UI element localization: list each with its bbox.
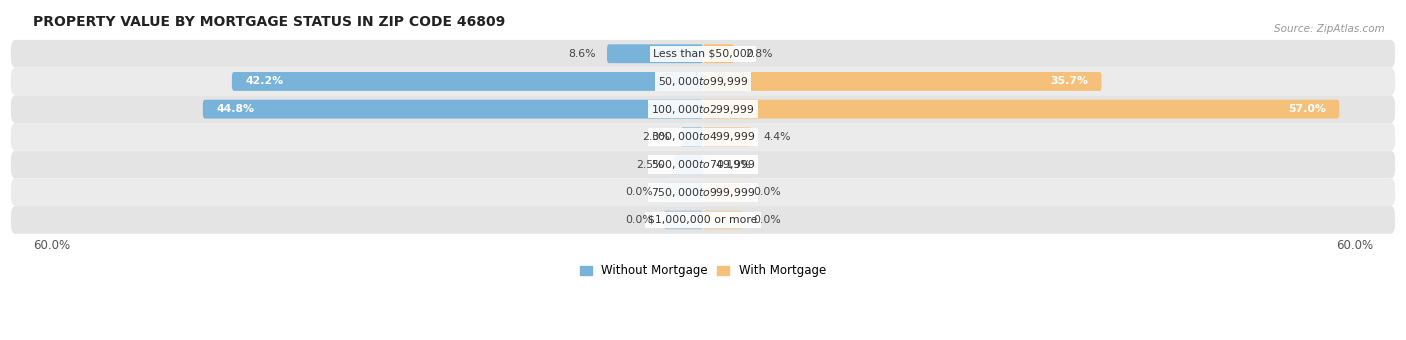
- FancyBboxPatch shape: [11, 95, 1395, 123]
- FancyBboxPatch shape: [675, 155, 703, 174]
- Text: 35.7%: 35.7%: [1050, 76, 1088, 86]
- Text: 0.0%: 0.0%: [754, 187, 780, 197]
- Text: 8.6%: 8.6%: [568, 49, 596, 59]
- Text: $500,000 to $749,999: $500,000 to $749,999: [651, 158, 755, 171]
- Text: 0.0%: 0.0%: [626, 187, 652, 197]
- Text: PROPERTY VALUE BY MORTGAGE STATUS IN ZIP CODE 46809: PROPERTY VALUE BY MORTGAGE STATUS IN ZIP…: [34, 15, 505, 29]
- FancyBboxPatch shape: [703, 100, 1340, 119]
- FancyBboxPatch shape: [703, 44, 734, 63]
- Text: $750,000 to $999,999: $750,000 to $999,999: [651, 186, 755, 199]
- Text: 2.8%: 2.8%: [745, 49, 773, 59]
- FancyBboxPatch shape: [703, 183, 742, 202]
- FancyBboxPatch shape: [703, 72, 1101, 91]
- Text: 4.4%: 4.4%: [763, 132, 790, 142]
- Text: $1,000,000 or more: $1,000,000 or more: [648, 215, 758, 225]
- FancyBboxPatch shape: [11, 68, 1395, 95]
- Text: Less than $50,000: Less than $50,000: [652, 49, 754, 59]
- FancyBboxPatch shape: [703, 128, 752, 146]
- FancyBboxPatch shape: [11, 206, 1395, 234]
- FancyBboxPatch shape: [232, 72, 703, 91]
- Text: 2.5%: 2.5%: [637, 159, 664, 170]
- FancyBboxPatch shape: [11, 151, 1395, 178]
- FancyBboxPatch shape: [11, 40, 1395, 68]
- Text: $300,000 to $499,999: $300,000 to $499,999: [651, 130, 755, 143]
- FancyBboxPatch shape: [11, 178, 1395, 206]
- Text: 2.0%: 2.0%: [643, 132, 669, 142]
- Text: 44.8%: 44.8%: [217, 104, 254, 114]
- FancyBboxPatch shape: [681, 128, 703, 146]
- Text: 60.0%: 60.0%: [1336, 239, 1372, 252]
- Text: $100,000 to $299,999: $100,000 to $299,999: [651, 103, 755, 116]
- Text: Source: ZipAtlas.com: Source: ZipAtlas.com: [1274, 24, 1385, 34]
- Text: 42.2%: 42.2%: [245, 76, 284, 86]
- Text: 60.0%: 60.0%: [34, 239, 70, 252]
- FancyBboxPatch shape: [11, 123, 1395, 151]
- FancyBboxPatch shape: [202, 100, 703, 119]
- Text: 57.0%: 57.0%: [1288, 104, 1326, 114]
- FancyBboxPatch shape: [703, 155, 706, 174]
- FancyBboxPatch shape: [664, 210, 703, 230]
- Legend: Without Mortgage, With Mortgage: Without Mortgage, With Mortgage: [575, 260, 831, 282]
- FancyBboxPatch shape: [664, 183, 703, 202]
- FancyBboxPatch shape: [703, 210, 742, 230]
- Text: 0.19%: 0.19%: [716, 159, 751, 170]
- Text: 0.0%: 0.0%: [754, 215, 780, 225]
- Text: 0.0%: 0.0%: [626, 215, 652, 225]
- FancyBboxPatch shape: [607, 44, 703, 63]
- Text: $50,000 to $99,999: $50,000 to $99,999: [658, 75, 748, 88]
